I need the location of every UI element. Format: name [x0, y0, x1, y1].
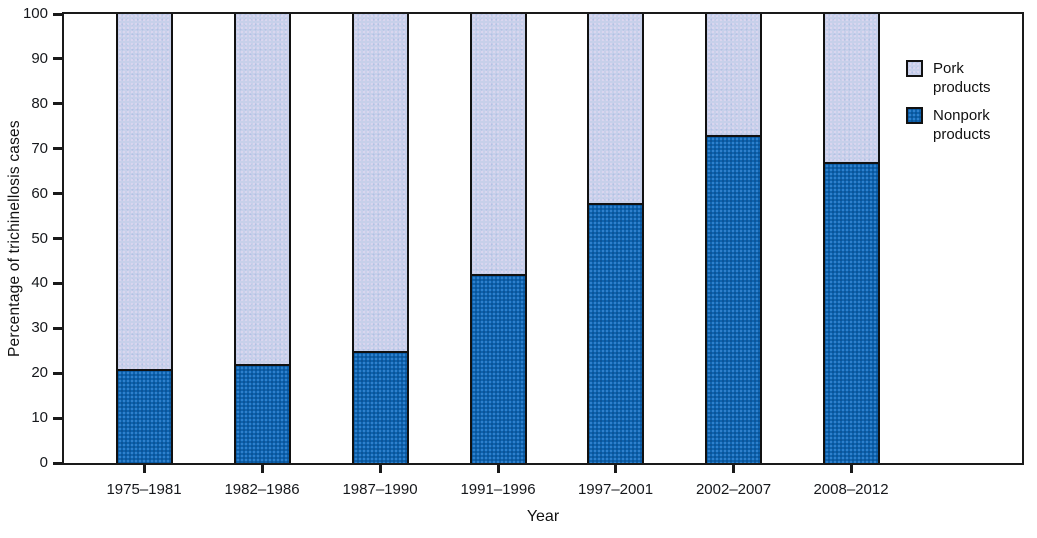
- nonpork-segment: [707, 135, 760, 463]
- y-tick-mark: [53, 416, 62, 420]
- y-tick-mark: [53, 12, 62, 16]
- nonpork-segment: [824, 162, 878, 463]
- y-tick-mark: [53, 326, 62, 330]
- y-tick-label: 30: [31, 319, 48, 337]
- legend-label-nonpork: Nonpork products: [933, 107, 991, 143]
- bar-1997-2001: [587, 14, 644, 463]
- pork-segment: [589, 14, 642, 203]
- y-tick-label: 0: [39, 454, 48, 471]
- legend-item-pork: Pork products: [906, 59, 1013, 97]
- x-axis-title: Year: [526, 508, 560, 525]
- y-tick-label: 80: [31, 94, 48, 112]
- y-tick-label: 100: [22, 5, 48, 22]
- pork-segment: [235, 14, 289, 365]
- plot-area: Pork products Nonpork products 0 10 20 30 40 5…: [23, 5, 1024, 498]
- nonpork-segment: [235, 364, 289, 463]
- y-tick-label: 40: [31, 274, 48, 292]
- nonpork-segment: [353, 350, 407, 463]
- y-tick-mark: [53, 147, 62, 151]
- x-tick-mark: [378, 465, 382, 473]
- x-tick-label: 2008–2012: [813, 481, 889, 498]
- x-tick-label: 2002–2007: [695, 481, 772, 498]
- y-tick-mark: [53, 57, 62, 61]
- y-tick-label: 90: [31, 49, 48, 67]
- bar-1991-1996: [469, 14, 527, 463]
- x-tick-mark: [614, 465, 617, 473]
- bar-1975-1981: [115, 14, 173, 463]
- pork-legend-swatch-icon: [906, 60, 923, 77]
- pork-segment: [471, 14, 525, 275]
- bar-2008-2012: [822, 14, 880, 463]
- pork-segment: [707, 14, 760, 136]
- x-tick-label: 1997–2001: [577, 481, 654, 498]
- pork-segment: [117, 14, 171, 369]
- legend-item-nonpork: Nonpork products: [906, 106, 1013, 144]
- y-tick-label: 50: [31, 229, 48, 247]
- y-tick-label: 10: [31, 409, 48, 427]
- x-tick-label: 1991–1996: [460, 481, 536, 498]
- nonpork-legend-swatch-icon: [906, 107, 923, 124]
- legend: Pork products Nonpork products: [906, 59, 1013, 144]
- x-tick-mark: [260, 465, 264, 473]
- nonpork-segment: [589, 202, 642, 463]
- pork-segment: [824, 14, 878, 163]
- nonpork-segment: [117, 368, 171, 463]
- x-tick-label: 1982–1986: [224, 481, 300, 498]
- y-tick-label: 60: [31, 184, 48, 202]
- pork-segment: [353, 14, 407, 351]
- legend-label-pork: Pork products: [933, 60, 991, 96]
- y-tick-mark: [53, 461, 62, 465]
- x-tick-label: 1987–1990: [342, 481, 418, 498]
- x-tick-mark: [732, 465, 735, 473]
- x-tick-mark: [496, 465, 500, 473]
- y-tick-label: 20: [31, 364, 48, 382]
- bar-1982-1986: [233, 14, 291, 463]
- y-tick-mark: [53, 192, 62, 196]
- y-tick-mark: [53, 371, 62, 375]
- nonpork-segment: [471, 274, 525, 463]
- x-tick-label: 1975–1981: [106, 481, 182, 498]
- bar-2002-2007: [705, 14, 762, 463]
- y-tick-mark: [53, 281, 62, 285]
- x-tick-mark: [849, 465, 853, 473]
- y-tick-label: 70: [31, 139, 48, 157]
- y-tick-mark: [53, 102, 62, 106]
- x-tick-mark: [142, 465, 146, 473]
- y-tick-mark: [53, 237, 62, 240]
- bar-1987-1990: [351, 14, 409, 463]
